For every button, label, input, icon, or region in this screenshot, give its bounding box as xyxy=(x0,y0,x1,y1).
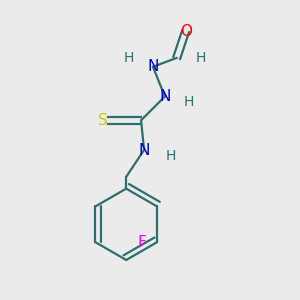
Text: N: N xyxy=(159,89,170,104)
Text: O: O xyxy=(180,24,192,39)
Text: H: H xyxy=(124,51,134,65)
Text: H: H xyxy=(166,149,176,163)
Text: N: N xyxy=(147,59,159,74)
Text: H: H xyxy=(184,95,194,110)
Text: H: H xyxy=(195,51,206,65)
Text: N: N xyxy=(138,142,150,158)
Text: S: S xyxy=(98,113,107,128)
Text: F: F xyxy=(138,235,147,250)
